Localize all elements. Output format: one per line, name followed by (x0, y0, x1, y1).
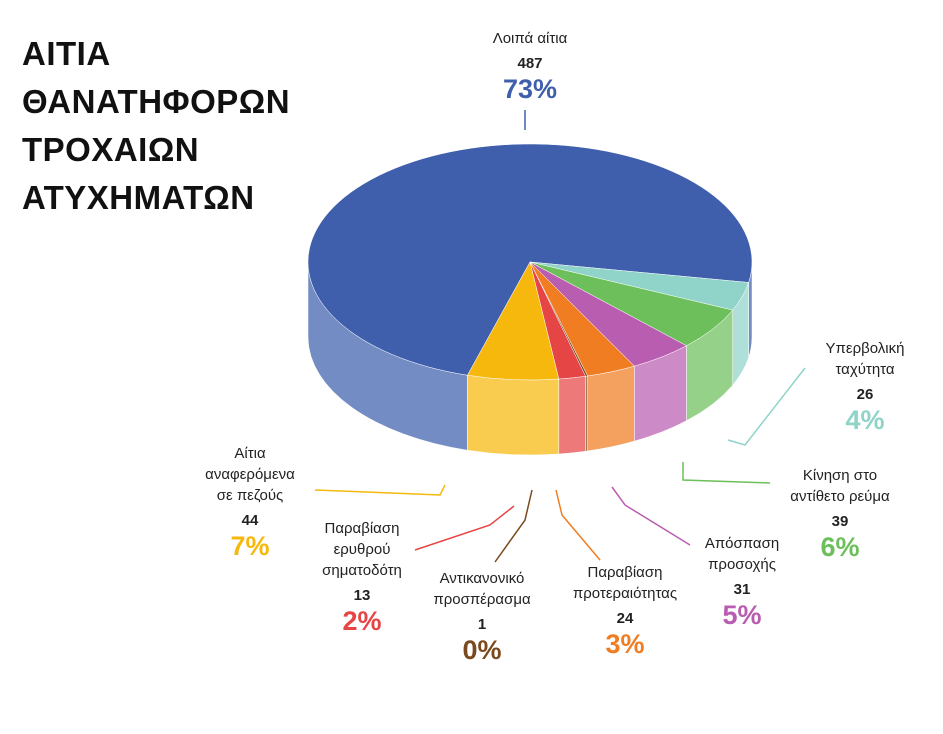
category-label: Κίνηση στο αντίθετο ρεύμα (790, 467, 890, 505)
leader-line (682, 462, 771, 484)
percent-label: 5% (722, 600, 762, 630)
slice-label: Κίνηση στο αντίθετο ρεύμα 39 6% (750, 465, 930, 563)
slice-label: Παραβίαση προτεραιότητας 24 3% (535, 562, 715, 660)
slice-label: Παραβίαση ερυθρού σηματοδότη 13 2% (272, 518, 452, 637)
category-label: Παραβίαση ερυθρού σηματοδότη (322, 520, 402, 579)
slice-label: Υπερβολική ταχύτητα 26 4% (775, 338, 943, 436)
percent-label: 0% (462, 635, 502, 665)
category-label: Αίτια αναφερόμενα σε πεζούς (205, 445, 295, 504)
slice-label: Απόσπαση προσοχής 31 5% (652, 533, 832, 631)
leader-line (414, 505, 515, 551)
category-label: Λοιπά αίτια (492, 30, 568, 47)
count-label: 1 (477, 616, 487, 633)
count-label: 39 (831, 513, 849, 530)
count-label: 31 (733, 581, 751, 598)
percent-label: 4% (845, 405, 885, 435)
category-label: Αντικανονικό προσπέρασμα (433, 570, 531, 608)
category-label: Απόσπαση προσοχής (704, 535, 780, 573)
leader-line (727, 367, 806, 446)
percent-label: 73% (502, 74, 558, 104)
percent-label: 3% (605, 629, 645, 659)
chart-title: ΑΙΤΙΑ ΘΑΝΑΤΗΦΟΡΩΝ ΤΡΟΧΑΙΩΝ ΑΤΥΧΗΜΑΤΩΝ (22, 35, 291, 216)
pie-slice-side (467, 374, 560, 456)
pie-slice-side (558, 375, 586, 455)
pie-sides (307, 261, 753, 456)
count-label: 24 (616, 610, 634, 627)
percent-label: 6% (820, 532, 860, 562)
count-label: 26 (856, 386, 874, 403)
leader-line (555, 489, 601, 561)
slice-label: Αντικανονικό προσπέρασμα 1 0% (392, 568, 572, 666)
pie-slice (467, 261, 560, 381)
leader-line (314, 484, 446, 496)
pie-tops (307, 143, 753, 381)
category-label: Υπερβολική ταχύτητα (825, 340, 905, 378)
count-label: 13 (353, 587, 371, 604)
category-label: Παραβίαση προτεραιότητας (572, 564, 678, 602)
pie-slice-side (585, 375, 588, 452)
percent-label: 7% (230, 531, 270, 561)
count-label: 44 (241, 512, 259, 529)
count-label: 487 (517, 55, 543, 72)
leader-line (611, 486, 691, 546)
pie-slice-side (587, 365, 635, 452)
pie-slice (307, 143, 753, 376)
leader-line (494, 489, 533, 563)
percent-label: 2% (342, 606, 382, 636)
slice-label: Αίτια αναφερόμενα σε πεζούς 44 7% (160, 443, 340, 562)
slice-label: Λοιπά αίτια 487 73% (440, 28, 620, 105)
